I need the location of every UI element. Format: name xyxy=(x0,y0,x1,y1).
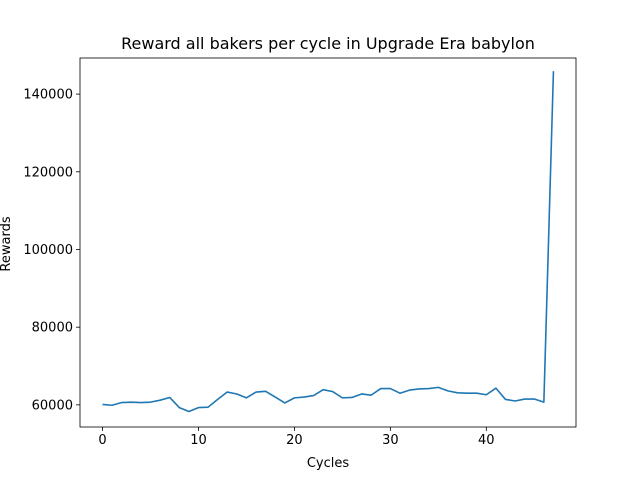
axes-frame xyxy=(79,57,577,428)
y-tick-label: 80000 xyxy=(32,321,73,336)
series-line xyxy=(102,71,555,413)
y-tick-label: 100000 xyxy=(23,243,73,258)
y-tick-label: 140000 xyxy=(23,88,73,103)
x-tick-label: 30 xyxy=(382,433,399,448)
x-tick-label: 20 xyxy=(286,433,303,448)
x-tick-label: 10 xyxy=(190,433,207,448)
chart-title: Reward all bakers per cycle in Upgrade E… xyxy=(121,34,535,53)
plot-area: 0 10 20 30 40 60000 80000 100000 120000 140000 xyxy=(23,57,577,448)
x-axis-label: Cycles xyxy=(307,456,350,471)
y-tick-label: 120000 xyxy=(23,165,73,180)
x-tick-label: 0 xyxy=(98,433,106,448)
y-tick-label: 60000 xyxy=(32,398,73,413)
x-tick-label: 40 xyxy=(478,433,495,448)
y-axis-label: Rewards xyxy=(0,216,14,271)
